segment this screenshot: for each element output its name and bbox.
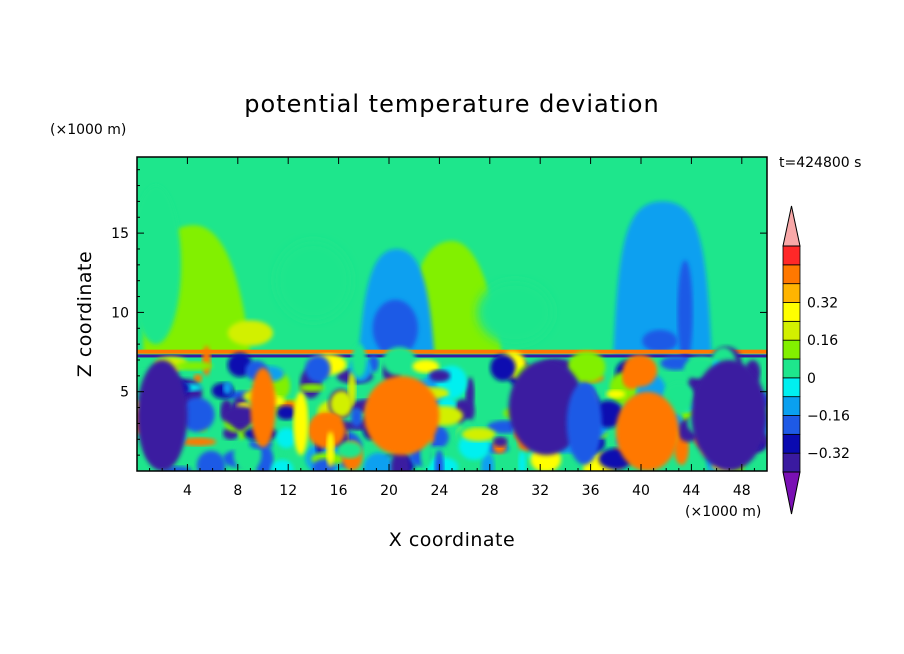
turbulent-cell <box>351 407 363 428</box>
upper-patch <box>137 185 182 345</box>
turbulent-cell <box>493 436 508 447</box>
y-tick-label: 5 <box>120 385 129 401</box>
colorbar-tick-label: −0.16 <box>807 409 850 425</box>
turbulent-cell <box>196 450 226 471</box>
turbulent-cell <box>221 406 259 426</box>
chart-title: potential temperature deviation <box>244 90 659 118</box>
turbulent-cell <box>434 449 444 471</box>
turbulent-cell <box>382 346 417 376</box>
cold-patch <box>508 359 585 456</box>
x-tick-label: 32 <box>531 483 549 499</box>
turbulent-cell <box>490 354 516 381</box>
colorbar-segment <box>782 339 801 360</box>
warm-patch <box>250 367 276 448</box>
cold-patch <box>691 360 767 471</box>
turbulent-cell <box>276 405 297 420</box>
turbulent-cell <box>299 383 325 392</box>
colorbar-segment <box>782 302 801 322</box>
turbulent-cell <box>276 428 297 449</box>
colorbar-segment <box>782 433 801 454</box>
turbulent-cell <box>337 441 363 459</box>
cold-patch <box>566 382 602 465</box>
y-tick-label: 15 <box>111 226 129 242</box>
detail-layer <box>137 343 767 471</box>
x-tick-label: 20 <box>380 483 398 499</box>
colorbar-segment <box>782 264 801 285</box>
turbulent-cell <box>363 452 394 471</box>
turbulent-cell <box>330 390 353 418</box>
cool-core <box>642 329 678 353</box>
colorbar-segment <box>782 396 801 416</box>
upper-patch <box>227 320 274 346</box>
turbulent-cell <box>567 351 606 383</box>
colorbar-min-arrow <box>782 471 801 515</box>
colorbar-segment <box>782 283 801 303</box>
turbulent-cell <box>606 390 626 399</box>
cool-core <box>677 260 693 365</box>
colorbar-segment <box>782 245 801 266</box>
colorbar-segment <box>782 358 801 379</box>
warm-patch <box>293 391 309 456</box>
inversion-warm <box>137 349 767 354</box>
turbulent-cell <box>429 369 451 383</box>
x-axis: 4 8 12 16 20 24 28 32 36 40 44 48 <box>149 157 755 499</box>
colorbar-segment <box>782 415 801 435</box>
inversion-cold <box>137 354 767 358</box>
x-tick-label: 4 <box>183 483 192 499</box>
colorbar-segment <box>782 320 801 341</box>
x-tick-label: 44 <box>682 483 700 499</box>
colorbar-tick-label: 0.32 <box>807 296 838 312</box>
turbulent-cell <box>412 359 440 373</box>
turbulent-cell <box>348 371 356 406</box>
turbulent-cell <box>271 459 294 471</box>
warm-patch <box>363 375 440 456</box>
colorbar-max-arrow <box>782 205 801 247</box>
upper-patch <box>275 241 352 321</box>
x-axis-label: X coordinate <box>389 529 515 551</box>
x-tick-label: 28 <box>481 483 499 499</box>
x-tick-label: 12 <box>279 483 297 499</box>
warm-patch <box>615 391 679 471</box>
x-tick-label: 48 <box>733 483 751 499</box>
x-tick-label: 8 <box>233 483 242 499</box>
plot-area <box>137 157 767 471</box>
x-tick-label: 36 <box>582 483 600 499</box>
x-unit-label: (×1000 m) <box>685 504 761 520</box>
turbulent-cell <box>305 355 331 383</box>
time-label: t=424800 s <box>779 155 861 171</box>
colorbar: 0.32 0.16 0 −0.16 −0.32 <box>782 205 850 515</box>
cold-patch <box>137 360 188 471</box>
y-unit-label: (×1000 m) <box>50 122 126 138</box>
x-tick-label: 40 <box>632 483 650 499</box>
colorbar-segment <box>782 377 801 398</box>
turbulent-cell <box>351 343 367 378</box>
turbulent-cell <box>461 427 496 442</box>
turbulent-cell <box>518 450 526 471</box>
turbulent-cell <box>222 381 232 395</box>
colorbar-tick-label: −0.32 <box>807 446 850 462</box>
y-axis: 5 10 15 <box>111 169 767 456</box>
colorbar-tick-label: 0.16 <box>807 333 838 349</box>
turbulent-cell <box>326 431 335 468</box>
y-tick-label: 10 <box>111 305 129 321</box>
x-tick-label: 16 <box>330 483 348 499</box>
turbulent-cell <box>180 437 217 446</box>
x-tick-label: 24 <box>430 483 448 499</box>
turbulent-cell <box>202 345 211 376</box>
colorbar-segment <box>782 452 801 473</box>
cool-core <box>372 299 418 357</box>
turbulent-cell <box>622 354 658 387</box>
upper-patch <box>477 280 553 345</box>
turbulent-cell <box>307 412 346 449</box>
colorbar-tick-label: 0 <box>807 371 816 387</box>
turbulent-cell <box>175 361 213 371</box>
turbulent-cell <box>193 374 203 383</box>
turbulent-cell <box>390 449 411 471</box>
turbulent-cell <box>179 397 215 432</box>
y-axis-label: Z coordinate <box>74 251 96 377</box>
turbulent-cell <box>660 356 691 371</box>
